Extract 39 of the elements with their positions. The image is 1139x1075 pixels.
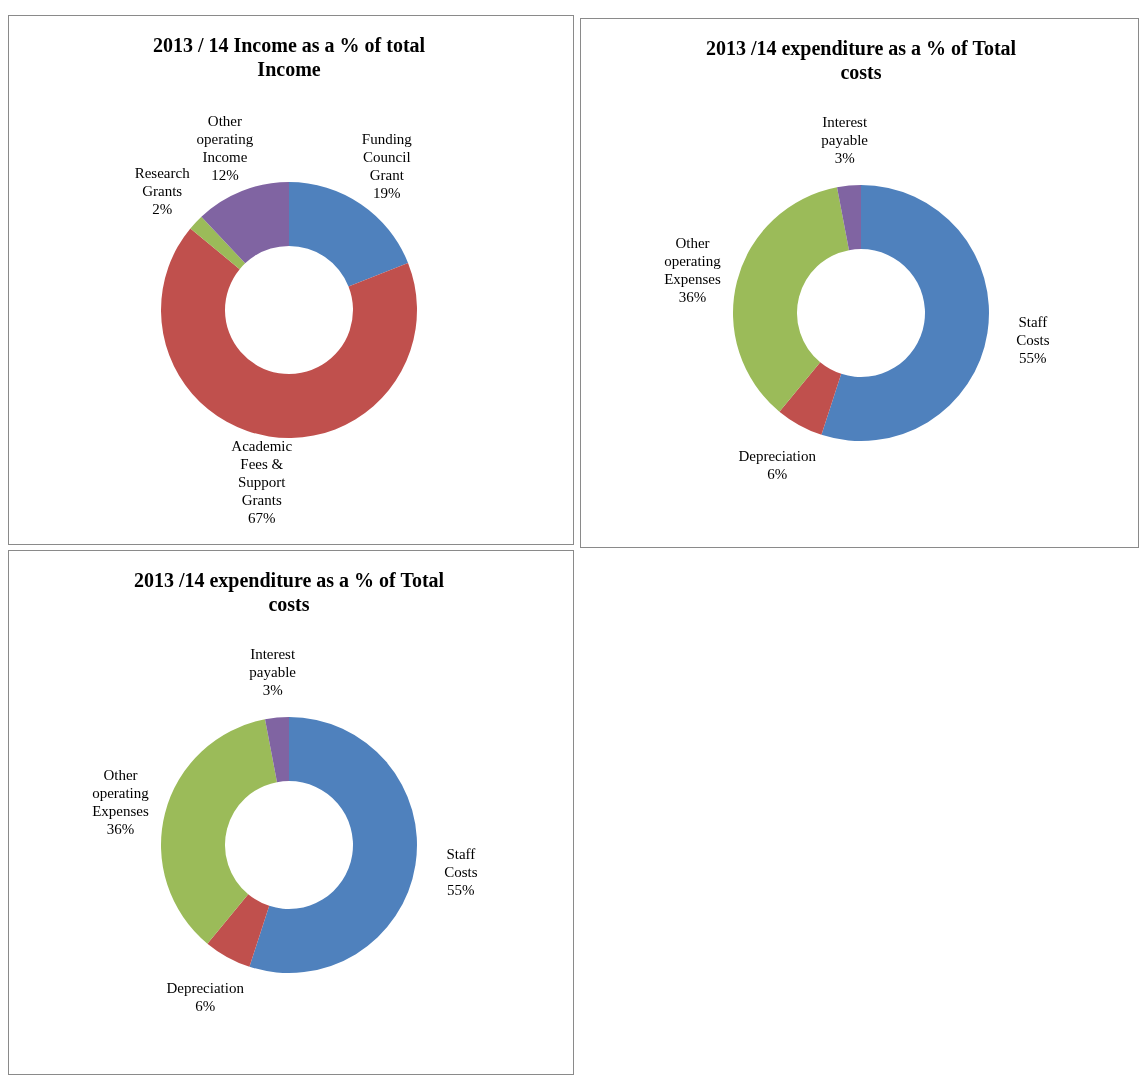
data-label: 12% xyxy=(211,167,239,184)
data-label: 19% xyxy=(373,185,401,202)
donut-slice xyxy=(201,182,289,264)
slice-label: Depreciation xyxy=(738,448,817,465)
slice-label: Interest payable xyxy=(249,645,297,680)
data-label: 3% xyxy=(834,149,855,166)
slice-label: Research Grants xyxy=(134,164,191,199)
slice-label: Other operating Expenses xyxy=(664,234,722,287)
donut-slice xyxy=(161,719,278,944)
donut-slice xyxy=(207,894,270,967)
data-label: 36% xyxy=(106,820,135,837)
slice-label: Funding Council Grant xyxy=(361,131,413,184)
slice-label: Staff Costs xyxy=(444,846,478,881)
donut-slice xyxy=(249,717,417,973)
chart-title: 2013 /14 expenditure as a % of Total costs xyxy=(705,37,1017,83)
slice-label: Other operating Expenses xyxy=(92,766,150,819)
donut-slice xyxy=(733,187,850,412)
donut-slice xyxy=(265,717,289,783)
data-label: 3% xyxy=(262,681,283,698)
slice-label: Other operating Income xyxy=(196,113,254,166)
data-label: 55% xyxy=(447,882,475,899)
data-label: 36% xyxy=(678,288,707,305)
donut-slice xyxy=(779,362,842,435)
data-label: 6% xyxy=(767,466,788,483)
donut-slice xyxy=(821,185,989,441)
data-label: 55% xyxy=(1019,350,1047,367)
chart-title: 2013 /14 expenditure as a % of Total costs xyxy=(133,569,445,615)
slice-label: Interest payable xyxy=(821,113,869,148)
slice-label: Academic Fees & Support Grants xyxy=(231,437,293,508)
data-label: 67% xyxy=(248,509,276,526)
donut-slice xyxy=(289,182,409,287)
data-label: 2% xyxy=(152,200,173,217)
data-label: 6% xyxy=(195,998,216,1015)
slice-label: Depreciation xyxy=(166,980,245,997)
donut-slice xyxy=(190,216,246,270)
donut-slice xyxy=(837,185,861,251)
donut-slice xyxy=(161,228,417,438)
chart-title: 2013 / 14 Income as a % of total Income xyxy=(152,34,426,80)
slice-label: Staff Costs xyxy=(1016,314,1050,349)
